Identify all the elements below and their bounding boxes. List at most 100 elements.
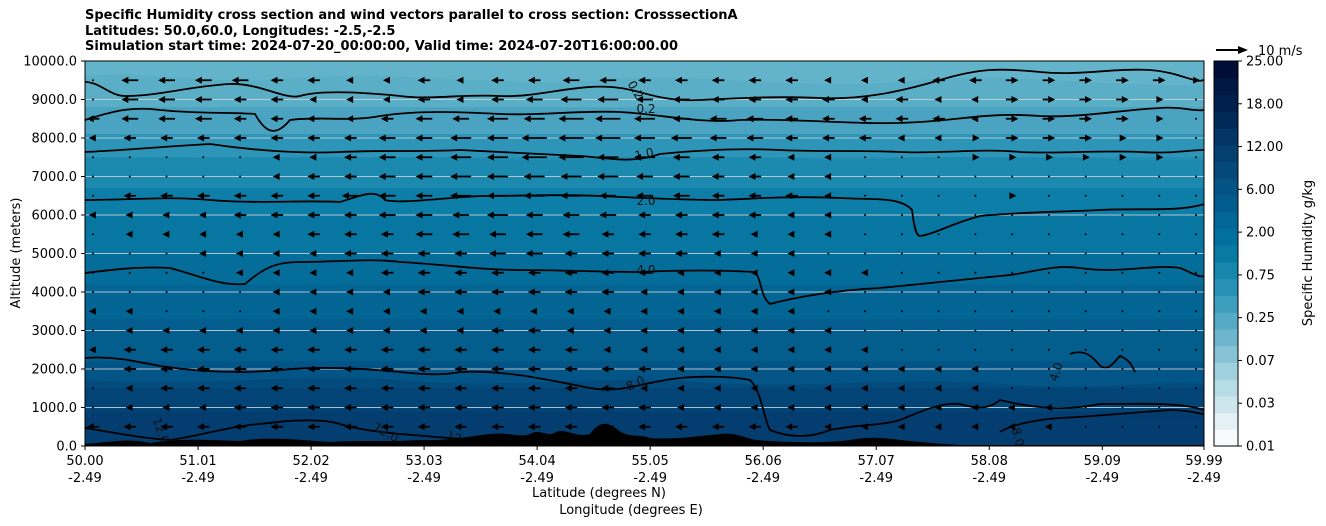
wind-arrow-head (233, 134, 241, 142)
wind-arrow-head (674, 250, 682, 257)
wind-arrow-head (491, 423, 499, 431)
wind-arrow-head (822, 96, 830, 103)
wind-arrow-head (634, 115, 641, 123)
contour-label: 4.0 (636, 263, 655, 277)
wind-arrow-head (750, 269, 758, 277)
x-tick-label-longitude: -2.49 (294, 471, 328, 486)
wind-arrow-head (307, 230, 315, 238)
wind-arrow-head (380, 365, 388, 373)
wind-arrow-head (824, 153, 832, 161)
wind-arrow-head (1044, 404, 1052, 411)
wind-arrow-head (415, 153, 423, 161)
wind-arrow-head (711, 153, 719, 161)
wind-arrow-head (564, 365, 572, 373)
wind-arrow-head (233, 211, 241, 219)
wind-arrow-head (380, 115, 388, 123)
wind-dot (1047, 252, 1050, 255)
wind-arrow-head (1085, 96, 1092, 103)
y-tick-label: 1000.0 (32, 401, 78, 416)
contour-label: 0.2 (636, 102, 655, 116)
wind-arrow-head (748, 76, 756, 84)
colorbar-swatch (1214, 127, 1238, 146)
wind-arrow-head (971, 96, 979, 103)
wind-arrow-head (1011, 115, 1019, 123)
wind-dot (1121, 214, 1124, 216)
colorbar-swatch (1214, 362, 1238, 380)
wind-arrow-head (599, 192, 607, 200)
wind-arrow-head (309, 288, 317, 296)
wind-arrow-head (378, 192, 386, 200)
wind-arrow-head (450, 134, 458, 142)
wind-arrow-head (158, 76, 166, 84)
wind-arrow-head (382, 76, 390, 84)
wind-dot (1084, 271, 1087, 274)
wind-dot (239, 156, 242, 159)
wind-arrow-head (233, 115, 241, 123)
wind-arrow-head (1156, 153, 1164, 161)
wind-arrow-head (895, 115, 903, 123)
wind-arrow-head (307, 423, 315, 431)
wind-arrow-head (346, 327, 354, 334)
wind-arrow-head (601, 250, 609, 257)
wind-arrow-head (860, 346, 868, 354)
x-tick-label-latitude: 55.05 (632, 454, 669, 469)
contour-line-8.0 (85, 356, 1204, 437)
wind-dot (1121, 310, 1124, 313)
colorbar-swatch (1214, 178, 1238, 196)
wind-arrow-head (454, 423, 462, 431)
wind-arrow-head (1046, 153, 1054, 161)
wind-arrow-head (233, 384, 241, 392)
wind-arrow-head (123, 346, 131, 354)
wind-dot (1084, 214, 1087, 216)
wind-arrow-head (1158, 76, 1166, 84)
wind-arrow-head (454, 288, 462, 296)
wind-dot (165, 175, 168, 178)
wind-arrow-head (456, 307, 464, 315)
wind-dot (1084, 348, 1087, 351)
wind-arrow-head (1011, 76, 1019, 84)
wind-arrow-head (897, 134, 905, 142)
wind-dot (92, 329, 94, 332)
wind-arrow-head (86, 115, 94, 123)
y-tick-label: 9000.0 (32, 93, 78, 108)
wind-arrow-head (603, 307, 611, 315)
wind-arrow-head (713, 365, 721, 373)
wind-arrow-head (344, 250, 352, 257)
wind-dot (1011, 387, 1014, 390)
wind-arrow-head (677, 269, 685, 277)
wind-arrow-head (307, 192, 315, 200)
wind-dot (974, 233, 977, 236)
wind-dot (1011, 329, 1014, 332)
wind-arrow-head (640, 384, 648, 392)
wind-arrow-head (344, 384, 352, 392)
wind-arrow-head (521, 134, 529, 142)
wind-arrow-head (486, 211, 494, 219)
wind-arrow-head (199, 327, 207, 334)
wind-arrow-head (235, 230, 243, 238)
wind-dot (1047, 329, 1050, 332)
wind-arrow-head (603, 327, 611, 334)
contour-label: 4.0 (1047, 361, 1066, 383)
wind-arrow-head (638, 230, 646, 238)
wind-arrow-head (677, 327, 685, 334)
colorbar-tick-label: 0.25 (1246, 311, 1275, 326)
humidity-band (85, 318, 1204, 362)
wind-arrow-head (972, 134, 980, 142)
wind-arrow-head (415, 211, 423, 219)
wind-arrow-head (787, 346, 795, 354)
wind-arrow-head (560, 96, 568, 103)
wind-arrow-head (454, 404, 462, 411)
wind-arrow-head (527, 404, 535, 411)
wind-arrow-head (824, 192, 832, 200)
wind-vectors (86, 76, 1201, 431)
wind-arrow-head (601, 404, 609, 411)
wind-arrow-head (787, 211, 795, 219)
contour-line-8.0-right (999, 409, 1204, 433)
wind-arrow-head (272, 250, 280, 257)
contour-line-0.2-upper (85, 68, 1204, 102)
wind-arrow-head (415, 115, 423, 123)
wind-arrow-head (491, 404, 499, 411)
wind-arrow-head (785, 192, 793, 200)
wind-dot (900, 271, 903, 274)
wind-arrow-head (640, 288, 648, 296)
